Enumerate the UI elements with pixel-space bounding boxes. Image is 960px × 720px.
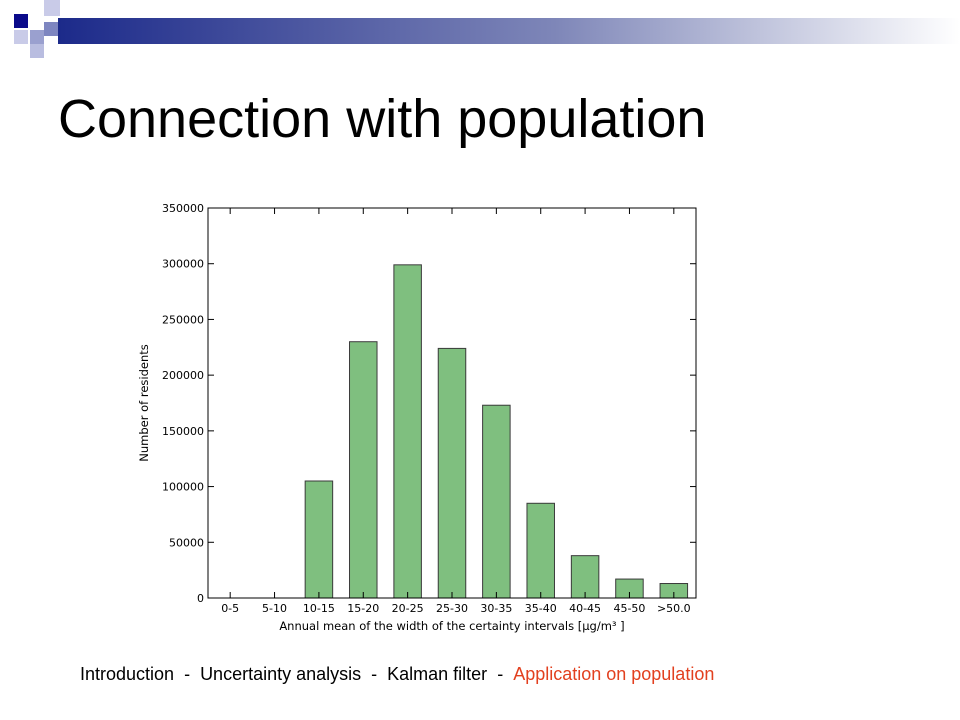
x-tick-label: 15-20: [347, 602, 379, 615]
x-tick-label: 10-15: [303, 602, 335, 615]
header-square-light: [30, 44, 44, 58]
x-tick-label: 0-5: [221, 602, 239, 615]
header-square-light: [44, 0, 60, 16]
header-gradient-band: [58, 18, 960, 44]
page-title: Connection with population: [58, 89, 707, 149]
x-tick-label: 5-10: [262, 602, 287, 615]
footer-separator: -: [371, 664, 378, 684]
header-square-mid: [44, 22, 58, 36]
chart-bar: [526, 502, 555, 599]
chart-bar: [393, 264, 422, 599]
y-axis-label: Number of residents: [137, 344, 151, 462]
chart-bar: [304, 480, 334, 599]
chart-bar: [482, 404, 511, 599]
y-tick-label: 250000: [162, 313, 204, 326]
x-tick-label: 45-50: [613, 602, 645, 615]
header-square-mid: [30, 30, 44, 44]
x-axis-label: Annual mean of the width of the certaint…: [279, 619, 624, 633]
chart-bar: [437, 347, 467, 599]
footer-item: Uncertainty analysis: [200, 664, 362, 684]
x-tick-label: 20-25: [392, 602, 424, 615]
footer-item: Introduction: [80, 664, 175, 684]
chart-bar: [570, 555, 600, 599]
bar-chart: 0 50000 100000 150000 200000 250000 300000 3500…: [137, 202, 697, 633]
footer-separator: -: [497, 664, 504, 684]
y-tick-label: 150000: [162, 425, 204, 438]
y-tick-label: 0: [197, 592, 204, 605]
x-tick-label: >50.0: [657, 602, 691, 615]
x-tick-label: 30-35: [480, 602, 512, 615]
footer-item: Kalman filter: [387, 664, 488, 684]
x-tick-label: 35-40: [525, 602, 557, 615]
header-square-dark: [14, 14, 28, 28]
y-tick-label: 50000: [169, 536, 204, 549]
y-tick-label: 200000: [162, 369, 204, 382]
chart-bar: [349, 341, 378, 599]
y-tick-label: 350000: [162, 202, 204, 215]
x-tick-label: 25-30: [436, 602, 468, 615]
footer-navigation: Introduction - Uncertainty analysis - Kalman…: [80, 664, 714, 685]
footer-separator: -: [184, 664, 191, 684]
y-tick-label: 300000: [162, 258, 204, 271]
header-decoration: [14, 0, 960, 58]
y-tick-label: 100000: [162, 481, 204, 494]
header-square-light: [14, 30, 28, 44]
footer-item: Application on population: [513, 664, 715, 684]
x-tick-label: 40-45: [569, 602, 601, 615]
